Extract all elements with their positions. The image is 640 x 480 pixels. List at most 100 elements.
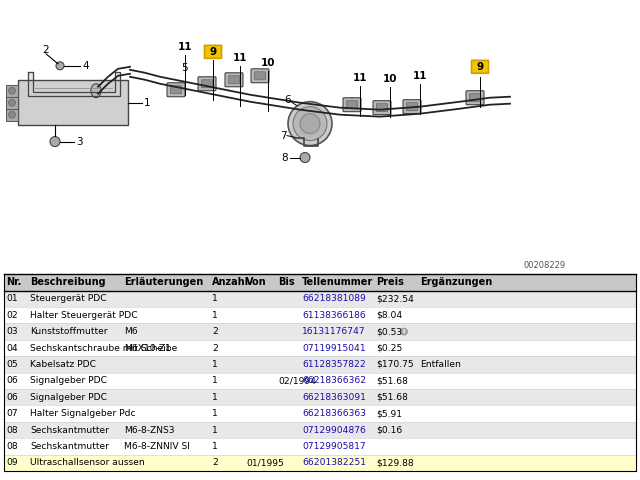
Text: 16131176747: 16131176747: [302, 327, 365, 336]
Text: 07: 07: [6, 409, 18, 418]
Text: 7: 7: [280, 131, 287, 141]
Text: 66201382251: 66201382251: [302, 458, 366, 468]
FancyBboxPatch shape: [466, 91, 484, 105]
Text: 06: 06: [6, 376, 18, 385]
Text: 08: 08: [6, 442, 18, 451]
Text: 2: 2: [43, 45, 49, 55]
Text: $51.68: $51.68: [376, 376, 408, 385]
Text: $51.68: $51.68: [376, 393, 408, 402]
Text: $170.75: $170.75: [376, 360, 413, 369]
Text: 02/1994: 02/1994: [278, 376, 316, 385]
FancyBboxPatch shape: [255, 72, 266, 80]
Bar: [4, 422, 636, 438]
Text: Tellenummer: Tellenummer: [302, 277, 373, 288]
Text: Signalgeber PDC: Signalgeber PDC: [30, 393, 107, 402]
Circle shape: [50, 137, 60, 146]
Text: Halter Signalgeber Pdc: Halter Signalgeber Pdc: [30, 409, 136, 418]
FancyBboxPatch shape: [470, 94, 481, 102]
Text: 10: 10: [260, 58, 275, 68]
Text: 01/1995: 01/1995: [246, 458, 284, 468]
Text: Steuergerät PDC: Steuergerät PDC: [30, 294, 107, 303]
FancyBboxPatch shape: [228, 76, 239, 84]
Text: 07129905817: 07129905817: [302, 442, 365, 451]
Text: 11: 11: [178, 42, 192, 52]
Text: 1: 1: [144, 98, 150, 108]
Text: 8: 8: [282, 153, 288, 163]
Text: 1: 1: [212, 393, 218, 402]
Text: 00208229: 00208229: [524, 261, 566, 270]
Circle shape: [401, 328, 408, 335]
Text: 1: 1: [212, 376, 218, 385]
Text: $5.91: $5.91: [376, 409, 402, 418]
FancyBboxPatch shape: [202, 80, 212, 88]
Bar: [4, 455, 636, 471]
Text: 4: 4: [82, 61, 88, 71]
Text: i: i: [403, 329, 405, 334]
FancyBboxPatch shape: [225, 73, 243, 87]
Text: 04: 04: [6, 344, 18, 352]
Text: Von: Von: [246, 277, 267, 288]
Text: $8.04: $8.04: [376, 311, 403, 320]
Ellipse shape: [91, 84, 101, 98]
Text: 1: 1: [212, 294, 218, 303]
Bar: [4, 372, 636, 389]
FancyBboxPatch shape: [472, 60, 488, 73]
Text: 66218363091: 66218363091: [302, 393, 366, 402]
Text: 03: 03: [6, 327, 18, 336]
FancyBboxPatch shape: [167, 83, 185, 96]
Text: Ergänzungen: Ergänzungen: [420, 277, 492, 288]
Text: 08: 08: [6, 426, 18, 434]
Text: 2: 2: [212, 327, 218, 336]
Text: M6-8-ZNNIV SI: M6-8-ZNNIV SI: [124, 442, 190, 451]
Text: Signalgeber PDC: Signalgeber PDC: [30, 376, 107, 385]
FancyBboxPatch shape: [346, 101, 358, 108]
Text: Halter Steuergerät PDC: Halter Steuergerät PDC: [30, 311, 138, 320]
Circle shape: [293, 107, 327, 141]
Bar: [4, 307, 636, 324]
Text: Nr.: Nr.: [6, 277, 21, 288]
Text: 11: 11: [353, 73, 367, 83]
Text: 06: 06: [6, 393, 18, 402]
FancyBboxPatch shape: [198, 77, 216, 91]
Bar: [4, 356, 636, 372]
FancyBboxPatch shape: [343, 98, 361, 112]
Text: 11: 11: [413, 71, 428, 81]
FancyBboxPatch shape: [205, 46, 221, 59]
Bar: [4, 290, 636, 307]
Circle shape: [8, 87, 15, 94]
Text: 2: 2: [212, 458, 218, 468]
Bar: [18, 80, 128, 125]
Text: $0.53: $0.53: [376, 327, 402, 336]
Bar: [6, 108, 18, 120]
Text: 05: 05: [6, 360, 18, 369]
Text: 1: 1: [212, 360, 218, 369]
Text: M6: M6: [124, 327, 138, 336]
Bar: [4, 274, 636, 290]
Bar: [4, 324, 636, 340]
Text: M6-8-ZNS3: M6-8-ZNS3: [124, 426, 175, 434]
FancyBboxPatch shape: [406, 103, 417, 111]
Circle shape: [288, 102, 332, 145]
Bar: [4, 389, 636, 406]
Text: Sechskantmutter: Sechskantmutter: [30, 426, 109, 434]
Text: 3: 3: [76, 137, 83, 146]
Text: 9: 9: [476, 62, 484, 72]
Text: 66218366363: 66218366363: [302, 409, 366, 418]
Text: 66218366362: 66218366362: [302, 376, 366, 385]
Text: Sechskantschraube mit Scheibe: Sechskantschraube mit Scheibe: [30, 344, 177, 352]
Text: 66218381089: 66218381089: [302, 294, 365, 303]
Text: 07119915041: 07119915041: [302, 344, 365, 352]
Text: 61138366186: 61138366186: [302, 311, 365, 320]
Text: Beschreibung: Beschreibung: [30, 277, 106, 288]
Text: $232.54: $232.54: [376, 294, 414, 303]
Circle shape: [8, 111, 15, 118]
Text: Bis: Bis: [278, 277, 294, 288]
Text: Ultraschallsensor aussen: Ultraschallsensor aussen: [30, 458, 145, 468]
Text: 9: 9: [209, 47, 216, 57]
Bar: [6, 85, 18, 96]
Text: 1: 1: [212, 311, 218, 320]
Text: 6: 6: [284, 95, 291, 105]
Text: 5: 5: [182, 63, 188, 73]
Circle shape: [300, 114, 320, 133]
Text: 61128357822: 61128357822: [302, 360, 365, 369]
